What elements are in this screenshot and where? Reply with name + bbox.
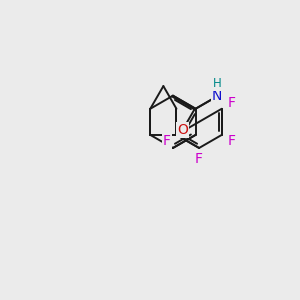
Text: H: H [213, 77, 221, 90]
Text: F: F [227, 96, 236, 110]
Text: N: N [212, 89, 222, 103]
Text: F: F [195, 152, 203, 166]
Text: F: F [227, 134, 236, 148]
Text: O: O [177, 123, 188, 137]
Text: F: F [163, 134, 171, 148]
